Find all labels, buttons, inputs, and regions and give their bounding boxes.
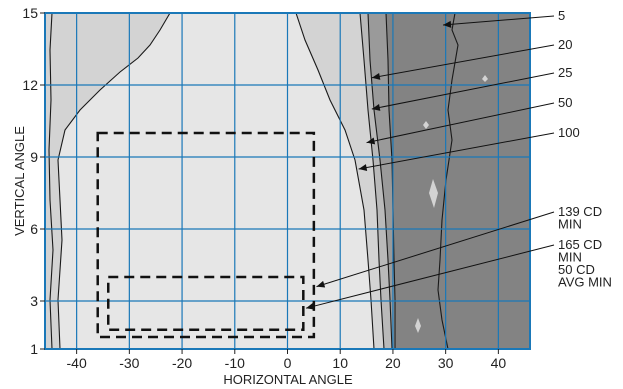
region-leader-2 — [305, 244, 555, 309]
x-tick-label: 10 — [332, 355, 348, 371]
arrowhead — [305, 302, 315, 310]
leader-line-20 — [371, 44, 555, 79]
arrowhead — [443, 20, 452, 28]
region-label-2: 165 CD MIN 50 CD AVG MIN — [558, 237, 612, 290]
x-axis-label: HORIZONTAL ANGLE — [223, 372, 353, 387]
x-tick-label: -30 — [119, 355, 139, 371]
y-axis-ticks: 1 3 6 9 12 15 — [22, 5, 45, 357]
arrowhead — [316, 280, 326, 288]
contour-label-25: 25 — [558, 65, 572, 80]
dashed-regions — [96, 131, 316, 339]
y-tick-label: 1 — [30, 341, 38, 357]
contour-label-20: 20 — [558, 37, 572, 52]
x-tick-label: 0 — [284, 355, 292, 371]
x-tick-label: 30 — [438, 355, 454, 371]
contour-line-5 — [437, 13, 459, 349]
y-tick-label: 9 — [30, 149, 38, 165]
x-axis-ticks: -40 -30 -20 -10 0 10 20 30 40 — [67, 349, 507, 371]
y-tick-label: 3 — [30, 293, 38, 309]
region-box-1 — [96, 131, 316, 339]
contour-line-left — [57, 13, 171, 349]
y-axis-label: VERTICAL ANGLE — [12, 126, 27, 236]
contour-line-left-outer — [48, 13, 54, 349]
contour-label-100: 100 — [558, 125, 580, 140]
x-tick-label: -10 — [225, 355, 245, 371]
region-box-2 — [107, 275, 305, 332]
zone-island — [482, 75, 488, 82]
y-tick-label: 12 — [22, 77, 38, 93]
zone-island — [423, 121, 429, 129]
arrowhead — [371, 104, 381, 111]
arrowhead — [371, 72, 381, 80]
annotations: 5 20 25 50 100 139 CD MIN 165 CD MIN 50 CD AVG MIN — [305, 8, 612, 310]
contour-line-25 — [367, 13, 393, 349]
zone-island — [415, 318, 421, 333]
zone-island — [429, 179, 438, 208]
x-tick-label: -40 — [67, 355, 87, 371]
x-tick-label: -20 — [172, 355, 192, 371]
contour-label-50: 50 — [558, 95, 572, 110]
region-label-1: 139 CD MIN — [558, 204, 602, 232]
region-leader-1 — [316, 211, 555, 288]
leader-line-5 — [442, 15, 555, 26]
arrowhead — [358, 164, 368, 171]
zone-lightest — [58, 13, 374, 349]
leader-line-25 — [371, 72, 555, 110]
x-tick-label: 40 — [491, 355, 507, 371]
contour-line-100 — [295, 13, 375, 349]
y-tick-label: 15 — [22, 5, 38, 21]
y-tick-label: 6 — [30, 221, 38, 237]
gridlines — [45, 13, 530, 349]
leader-line-50 — [366, 102, 555, 144]
leader-line-100 — [358, 132, 555, 170]
contour-line-50 — [359, 13, 385, 349]
contour-label-5: 5 — [558, 8, 565, 23]
contour-lines — [48, 13, 459, 349]
x-tick-label: 20 — [385, 355, 401, 371]
arrowhead — [366, 137, 376, 145]
